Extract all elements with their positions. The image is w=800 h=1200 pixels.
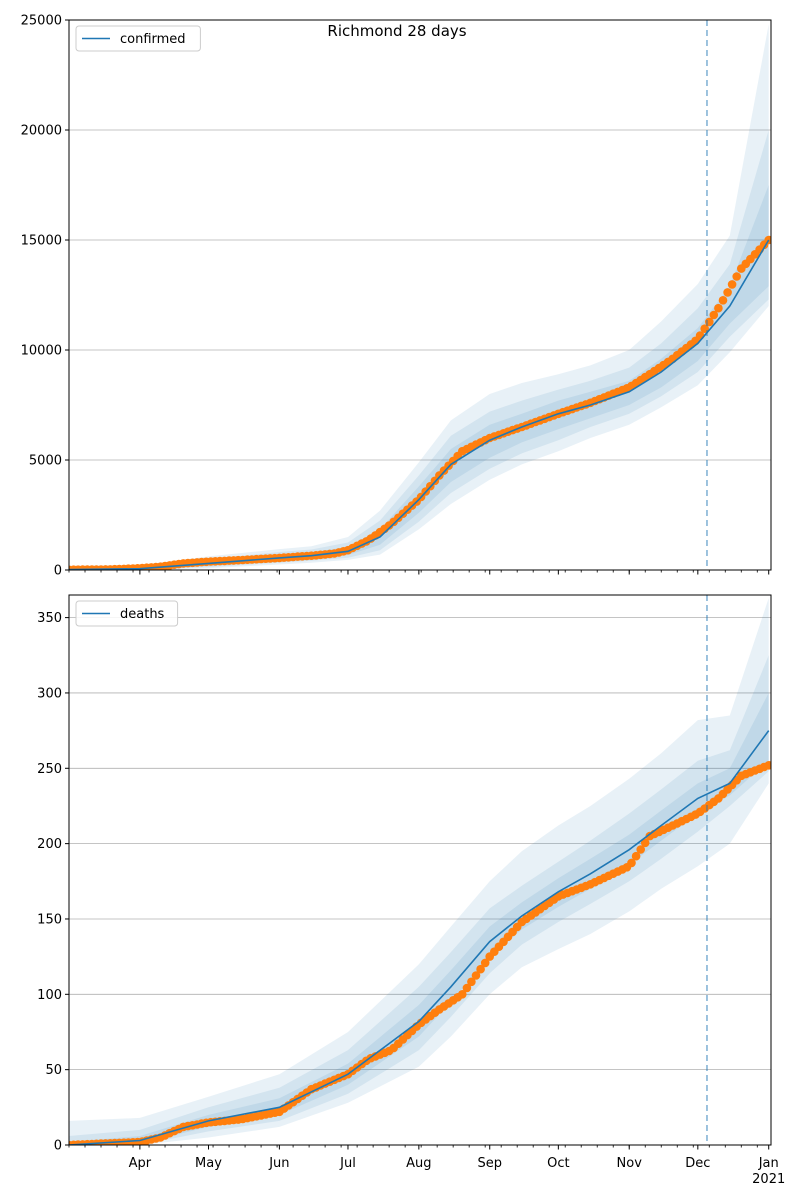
bottom-xtick-sublabel: 2021	[752, 1172, 785, 1187]
bottom-observed-point	[462, 983, 472, 993]
bottom-xtick-label: Sep	[477, 1156, 502, 1171]
confirmed-panel: 0 5000 10000 15000 20000 25000 confirmed	[21, 14, 772, 579]
bottom-observed-point	[640, 838, 650, 848]
bottom-ytick-label: 350	[37, 611, 62, 626]
top-uncertainty-band	[69, 24, 769, 570]
top-observed-point	[714, 303, 723, 313]
top-ytick-label: 10000	[21, 344, 62, 359]
bottom-ytick-label: 300	[37, 686, 62, 701]
top-plot-area	[69, 24, 771, 570]
bottom-model-line	[69, 730, 770, 1145]
bottom-axes-frame	[68, 594, 772, 1146]
bottom-ytick-label: 0	[54, 1139, 62, 1154]
bottom-xtick-label: Aug	[406, 1156, 431, 1171]
bottom-observed-point	[458, 990, 467, 999]
bottom-observed-point	[627, 858, 636, 868]
top-legend-box	[75, 25, 201, 52]
top-ytick-label: 15000	[21, 234, 62, 249]
bottom-ytick-label: 200	[37, 837, 62, 852]
top-legend-label: confirmed	[120, 32, 186, 47]
bottom-xtick-label: Apr	[129, 1156, 152, 1171]
bottom-legend: deaths	[75, 600, 179, 627]
bottom-uncertainty-band	[69, 598, 769, 1145]
bottom-observed-point	[471, 971, 481, 980]
bottom-xtick-label: Oct	[547, 1156, 569, 1171]
top-uncertainty-band	[69, 130, 769, 570]
deaths-panel: 0 50 100 150 200 250 300 350 Apr May Jun Jul Aug Sep O…	[37, 594, 785, 1187]
bottom-xtick-label: Nov	[617, 1156, 643, 1171]
top-observed-point	[727, 280, 737, 289]
top-observed-point	[764, 235, 771, 245]
top-axes-frame	[68, 19, 772, 571]
top-legend: confirmed	[75, 25, 201, 52]
bottom-uncertainty-band	[69, 655, 769, 1145]
bottom-observed-point	[476, 964, 485, 974]
top-observed-point	[723, 288, 732, 297]
top-observed-point	[718, 296, 728, 305]
top-ytick-label: 0	[54, 564, 62, 579]
bottom-observed-point	[631, 851, 641, 861]
bottom-plot-area	[69, 598, 771, 1145]
bottom-observed-point	[467, 977, 476, 987]
bottom-legend-box	[75, 600, 179, 627]
top-observed-point	[709, 310, 719, 320]
bottom-xtick-label: Jun	[268, 1156, 289, 1171]
bottom-xtick-label: Dec	[685, 1156, 710, 1171]
top-ytick-label: 20000	[21, 124, 62, 139]
top-model-line	[69, 239, 770, 570]
bottom-ytick-label: 250	[37, 762, 62, 777]
top-uncertainty-band	[69, 185, 769, 570]
top-ytick-label: 5000	[29, 454, 62, 469]
top-observed-point	[732, 272, 741, 281]
bottom-observed-point	[480, 958, 490, 968]
bottom-ytick-label: 50	[45, 1063, 62, 1078]
bottom-legend-label: deaths	[120, 607, 165, 622]
bottom-ytick-label: 150	[37, 912, 62, 927]
bottom-xtick-label: May	[195, 1156, 222, 1171]
top-ytick-label: 25000	[21, 14, 62, 29]
bottom-xtick-label: Jan	[758, 1156, 779, 1171]
bottom-xtick-label: Jul	[339, 1156, 356, 1171]
bottom-ytick-label: 100	[37, 988, 62, 1003]
bottom-observed-point	[636, 845, 645, 854]
bottom-observed-point	[764, 761, 771, 770]
figure-title: Richmond 28 days	[327, 22, 466, 40]
